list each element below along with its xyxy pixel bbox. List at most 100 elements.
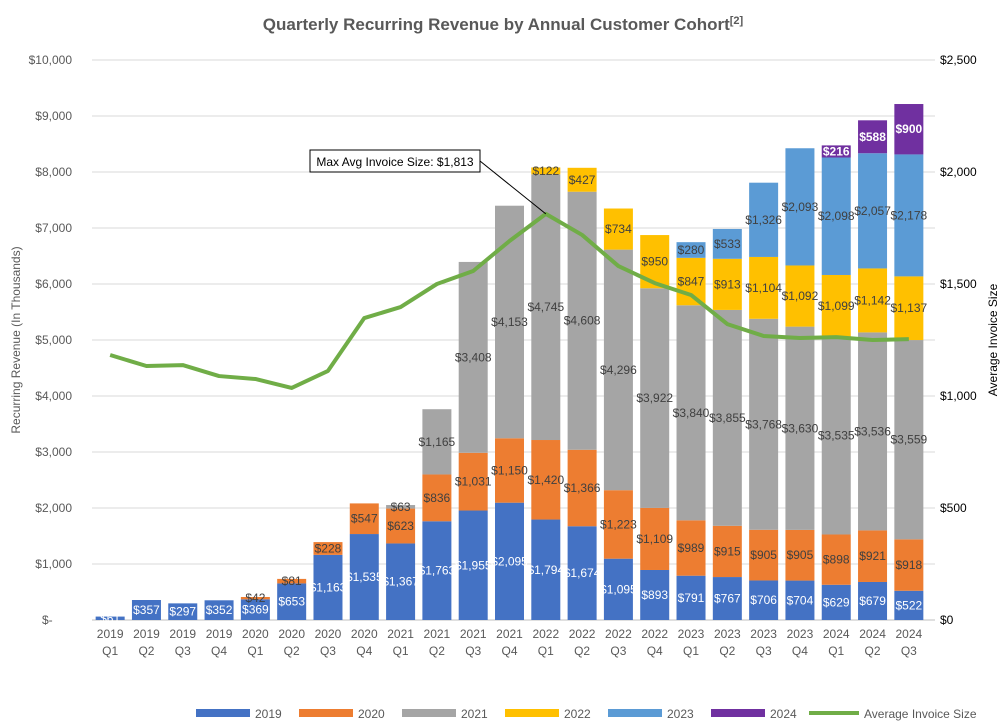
data-label: $1,794 (527, 563, 564, 577)
x-tick-year: 2023 (678, 627, 705, 641)
data-label: $588 (859, 130, 886, 144)
data-label: $893 (641, 588, 668, 602)
data-label: $1,763 (419, 564, 456, 578)
data-label: $63 (391, 500, 411, 514)
data-label: $4,608 (564, 314, 601, 328)
bar-segment-2022 (567, 167, 597, 192)
x-tick-quarter: Q4 (356, 644, 372, 658)
x-tick-quarter: Q1 (828, 644, 844, 658)
data-label: $122 (532, 164, 559, 178)
legend-swatch-2022 (505, 709, 559, 717)
bar-segment-2019 (603, 558, 633, 620)
bar-segment-2019 (676, 575, 706, 620)
y2-tick-label: $500 (940, 501, 967, 515)
data-label: $216 (823, 144, 850, 158)
data-label: $847 (678, 275, 705, 289)
data-label: $1,142 (854, 293, 891, 307)
data-label: $3,536 (854, 424, 891, 438)
data-label: $653 (278, 595, 305, 609)
legend-label: 2020 (358, 707, 385, 721)
bar-segment-2020 (640, 507, 670, 570)
annotation-leader-line (479, 160, 547, 215)
x-tick-quarter: Q1 (247, 644, 263, 658)
x-tick-year: 2022 (569, 627, 596, 641)
bar-segment-2019 (168, 603, 198, 620)
bar-segment-2020 (349, 503, 379, 535)
data-label: $297 (169, 605, 196, 619)
data-label: $913 (714, 277, 741, 291)
bar-segment-2021 (458, 261, 488, 453)
x-tick-year: 2020 (351, 627, 378, 641)
data-label: $3,855 (709, 411, 746, 425)
x-tick-year: 2021 (496, 627, 523, 641)
y-tick-label: $10,000 (29, 53, 73, 67)
bar-segment-2023 (785, 148, 815, 266)
data-label: $623 (387, 519, 414, 533)
legend-swatch-2024 (711, 709, 765, 717)
bar-segment-2023 (749, 182, 779, 257)
bar-segment-2019 (858, 581, 888, 620)
bar-segment-2020 (240, 596, 270, 600)
bar-segment-2022 (749, 256, 779, 319)
y2-tick-label: $0 (940, 613, 954, 627)
data-label: $706 (750, 593, 777, 607)
bar-segment-2023 (821, 157, 851, 275)
chart-title-text: Quarterly Recurring Revenue by Annual Cu… (263, 15, 730, 34)
data-label: $2,093 (782, 200, 819, 214)
data-label: $547 (351, 512, 378, 526)
annotation-text: Max Avg Invoice Size: $1,813 (316, 155, 474, 169)
bar-segment-2019 (567, 526, 597, 620)
y2-tick-label: $2,500 (940, 53, 977, 67)
bar-segment-2023 (676, 242, 706, 258)
x-tick-quarter: Q4 (792, 644, 808, 658)
chart-title: Quarterly Recurring Revenue by Annual Cu… (263, 15, 744, 34)
bar-segment-2021 (603, 249, 633, 491)
bar-segment-2019 (95, 616, 125, 620)
bar-segment-2024 (858, 120, 888, 154)
data-label: $357 (133, 603, 160, 617)
x-tick-year: 2021 (387, 627, 414, 641)
data-label: $42 (245, 591, 265, 605)
data-label: $679 (859, 594, 886, 608)
x-tick-quarter: Q3 (465, 644, 481, 658)
bar-segment-2022 (821, 274, 851, 337)
x-tick-quarter: Q3 (901, 644, 917, 658)
x-tick-quarter: Q4 (501, 644, 517, 658)
x-tick-year: 2024 (895, 627, 922, 641)
x-tick-year: 2019 (133, 627, 160, 641)
data-label: $734 (605, 222, 632, 236)
bar-segment-2020 (277, 578, 307, 584)
bar-segment-2019 (240, 599, 270, 620)
data-label: $3,768 (745, 417, 782, 431)
x-tick-quarter: Q1 (538, 644, 554, 658)
data-label: $3,559 (890, 433, 927, 447)
legend-label: 2024 (770, 707, 797, 721)
x-tick-quarter: Q3 (610, 644, 626, 658)
data-label: $791 (678, 591, 705, 605)
data-label: $1,955 (455, 558, 492, 572)
bar-segment-2023 (894, 154, 924, 277)
bar-segment-2022 (858, 268, 888, 333)
y2-tick-label: $1,000 (940, 389, 977, 403)
data-label: $1,535 (346, 570, 383, 584)
bar-segment-2022 (785, 265, 815, 327)
bar-segment-2019 (821, 584, 851, 620)
bar-segment-2020 (495, 438, 524, 503)
bar-segment-2022 (894, 276, 924, 341)
x-tick-year: 2023 (750, 627, 777, 641)
data-label: $1,095 (600, 582, 637, 596)
data-label: $900 (895, 122, 922, 136)
bar-segment-2020 (894, 539, 924, 591)
data-label: $280 (678, 243, 705, 257)
data-label: $522 (895, 598, 922, 612)
legend-label: 2023 (667, 707, 694, 721)
bar-segment-2019 (749, 580, 779, 620)
x-tick-year: 2020 (315, 627, 342, 641)
data-label: $629 (823, 595, 850, 609)
x-tick-quarter: Q1 (102, 644, 118, 658)
bar-segment-2023 (858, 153, 888, 269)
data-label: $921 (859, 549, 886, 563)
data-label: $2,098 (818, 209, 855, 223)
